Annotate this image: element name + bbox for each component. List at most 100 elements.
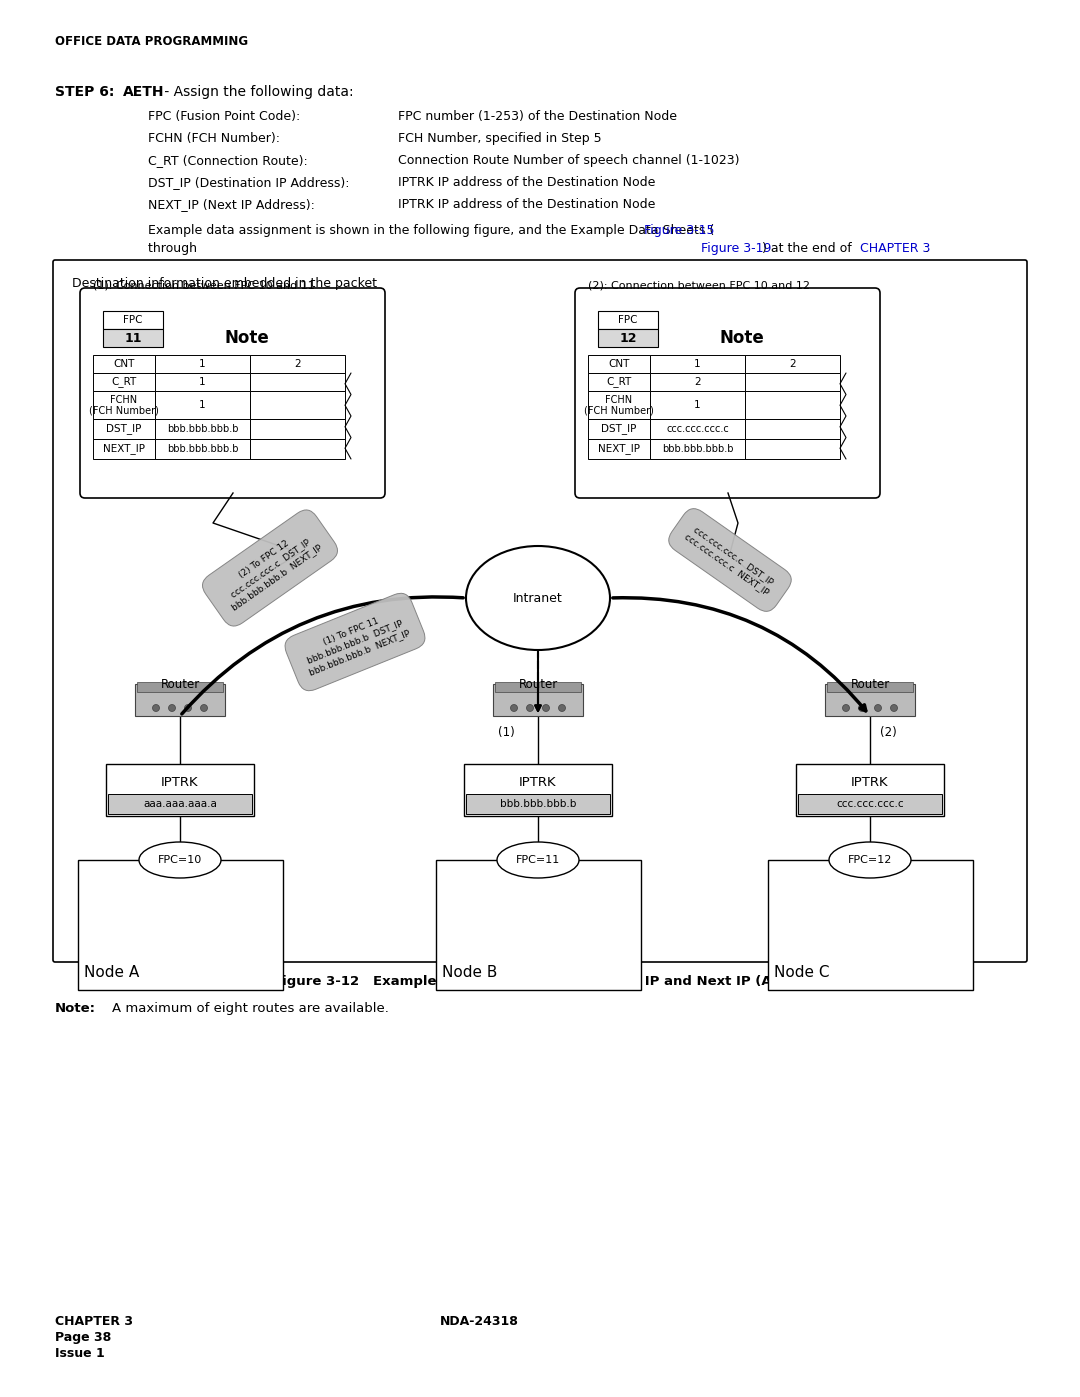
Text: A maximum of eight routes are available.: A maximum of eight routes are available. xyxy=(112,1002,389,1016)
Text: 11: 11 xyxy=(124,331,141,345)
Text: Node A: Node A xyxy=(83,965,138,981)
Text: Router: Router xyxy=(160,678,200,692)
Text: Router: Router xyxy=(518,678,557,692)
Bar xyxy=(588,373,650,391)
Text: Note: Note xyxy=(225,330,270,346)
Bar xyxy=(745,355,840,373)
Text: bbb.bbb.bbb.b: bbb.bbb.bbb.b xyxy=(166,425,239,434)
Text: Destination information embedded in the packet: Destination information embedded in the … xyxy=(72,277,377,291)
Text: ) at the end of: ) at the end of xyxy=(762,242,855,256)
Bar xyxy=(93,439,156,460)
Circle shape xyxy=(511,704,517,711)
Text: NEXT_IP: NEXT_IP xyxy=(103,443,145,454)
Text: ccc.ccc.ccc.c  DST_IP
ccc.ccc.ccc.c  NEXT_IP: ccc.ccc.ccc.c DST_IP ccc.ccc.ccc.c NEXT_… xyxy=(683,522,777,597)
Bar xyxy=(745,419,840,439)
FancyBboxPatch shape xyxy=(80,288,384,497)
Text: CHAPTER 3: CHAPTER 3 xyxy=(55,1315,133,1329)
Text: Figure 3-15: Figure 3-15 xyxy=(644,224,715,237)
Bar xyxy=(249,373,345,391)
Bar xyxy=(137,682,222,692)
Text: FCHN (FCH Number):: FCHN (FCH Number): xyxy=(148,131,280,145)
Text: .: . xyxy=(924,242,929,256)
Text: (1): (1) xyxy=(498,726,515,739)
Bar xyxy=(495,682,581,692)
Text: Example data assignment is shown in the following figure, and the Example Data S: Example data assignment is shown in the … xyxy=(148,224,714,237)
Text: C_RT: C_RT xyxy=(606,377,632,387)
Bar xyxy=(650,373,745,391)
Bar xyxy=(103,312,163,330)
Bar xyxy=(798,793,942,814)
Text: FCHN
(FCH Number): FCHN (FCH Number) xyxy=(89,394,159,415)
Bar xyxy=(249,355,345,373)
Text: FPC (Fusion Point Code):: FPC (Fusion Point Code): xyxy=(148,110,300,123)
Bar xyxy=(135,685,225,717)
Bar xyxy=(156,355,249,373)
Ellipse shape xyxy=(497,842,579,877)
Text: Page 38: Page 38 xyxy=(55,1331,111,1344)
Bar xyxy=(492,685,583,717)
Bar xyxy=(588,355,650,373)
Text: C_RT: C_RT xyxy=(111,377,137,387)
Ellipse shape xyxy=(829,842,912,877)
Text: - Assign the following data:: - Assign the following data: xyxy=(160,85,353,99)
Bar xyxy=(103,330,163,346)
Text: bbb.bbb.bbb.b: bbb.bbb.bbb.b xyxy=(166,444,239,454)
Text: ccc.ccc.ccc.c: ccc.ccc.ccc.c xyxy=(836,799,904,809)
Circle shape xyxy=(185,704,191,711)
Text: Intranet: Intranet xyxy=(513,591,563,605)
Bar xyxy=(745,373,840,391)
Text: FPC number (1-253) of the Destination Node: FPC number (1-253) of the Destination No… xyxy=(399,110,677,123)
Text: IPTRK: IPTRK xyxy=(519,775,557,788)
Circle shape xyxy=(201,704,207,711)
Text: IPTRK IP address of the Destination Node: IPTRK IP address of the Destination Node xyxy=(399,198,656,211)
FancyBboxPatch shape xyxy=(575,288,880,497)
Bar xyxy=(796,764,944,816)
Text: FPC=11: FPC=11 xyxy=(516,855,561,865)
Bar xyxy=(78,861,283,990)
Text: ccc.ccc.ccc.c: ccc.ccc.ccc.c xyxy=(666,425,729,434)
Text: bbb.bbb.bbb.b: bbb.bbb.bbb.b xyxy=(662,444,733,454)
Bar xyxy=(588,439,650,460)
Bar xyxy=(249,439,345,460)
Circle shape xyxy=(859,704,865,711)
Text: NDA-24318: NDA-24318 xyxy=(440,1315,518,1329)
Bar xyxy=(93,391,156,419)
Text: DST_IP (Destination IP Address):: DST_IP (Destination IP Address): xyxy=(148,176,350,189)
Bar xyxy=(249,391,345,419)
Bar xyxy=(827,682,913,692)
Text: (2): (2) xyxy=(880,726,896,739)
Text: DST_IP: DST_IP xyxy=(106,423,141,434)
Bar xyxy=(768,861,972,990)
Circle shape xyxy=(842,704,850,711)
Text: IPTRK: IPTRK xyxy=(851,775,889,788)
Text: OFFICE DATA PROGRAMMING: OFFICE DATA PROGRAMMING xyxy=(55,35,248,47)
Text: through: through xyxy=(148,242,201,256)
Text: 1: 1 xyxy=(694,400,701,409)
Text: 1: 1 xyxy=(199,359,206,369)
Text: Note: Note xyxy=(720,330,765,346)
Bar xyxy=(93,355,156,373)
Bar xyxy=(598,312,658,330)
Text: 1: 1 xyxy=(199,377,206,387)
Bar xyxy=(156,391,249,419)
Bar xyxy=(650,355,745,373)
Text: 2: 2 xyxy=(294,359,301,369)
Text: Note:: Note: xyxy=(55,1002,96,1016)
Circle shape xyxy=(542,704,550,711)
Text: CHAPTER 3: CHAPTER 3 xyxy=(860,242,930,256)
Text: 2: 2 xyxy=(789,359,796,369)
Text: FCHN
(FCH Number): FCHN (FCH Number) xyxy=(584,394,653,415)
Bar xyxy=(156,419,249,439)
Bar xyxy=(464,764,612,816)
Text: FCH Number, specified in Step 5: FCH Number, specified in Step 5 xyxy=(399,131,602,145)
Bar xyxy=(108,793,252,814)
Ellipse shape xyxy=(139,842,221,877)
Bar xyxy=(93,373,156,391)
Text: Connection Route Number of speech channel (1-1023): Connection Route Number of speech channe… xyxy=(399,154,740,168)
Bar xyxy=(598,330,658,346)
Text: bbb.bbb.bbb.b: bbb.bbb.bbb.b xyxy=(500,799,577,809)
Circle shape xyxy=(168,704,175,711)
Bar xyxy=(249,419,345,439)
Text: (2): Connection between FPC 10 and 12: (2): Connection between FPC 10 and 12 xyxy=(588,281,810,291)
Text: DST_IP: DST_IP xyxy=(602,423,637,434)
